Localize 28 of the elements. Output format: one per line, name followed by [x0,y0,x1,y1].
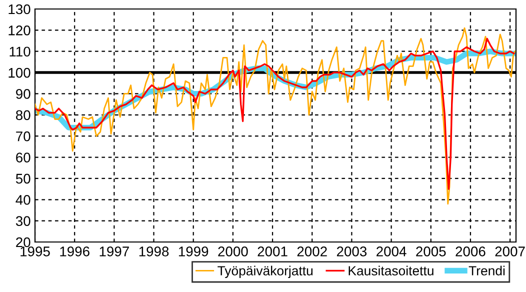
x-tick-label: 1998 [139,246,169,256]
legend-label: Työpäiväkorjattu [218,266,313,278]
y-tick-label: 120 [8,26,30,36]
legend-label: Trendi [468,266,505,276]
x-tick-label: 2004 [376,246,406,256]
x-tick-label: 2006 [456,246,486,256]
y-tick-label: 110 [10,46,30,57]
y-tick-label: 80 [16,110,30,120]
x-tick-label: 2005 [416,246,446,256]
x-tick-label: 1999 [178,246,208,256]
y-tick-label: 20 [16,237,30,248]
y-tick-label: 90 [16,89,30,99]
y-tick-label: 60 [16,152,30,162]
y-tick-label: 130 [8,4,30,14]
legend-label: Kausitasoitettu [348,266,434,276]
x-tick-label: 2002 [297,246,327,256]
x-tick-label: 1997 [100,246,129,256]
x-tick-label: 2007 [495,246,525,256]
x-tick-label: 2003 [336,246,367,256]
y-tick-label: 100 [8,68,30,78]
y-tick-label: 70 [16,131,30,142]
y-tick-label: 50 [16,174,30,184]
x-tick-label: 2001 [258,246,288,256]
y-tick-label: 40 [16,194,30,205]
x-tick-label: 2000 [218,246,248,256]
x-tick-label: 1995 [20,246,50,256]
x-tick-label: 1996 [60,246,90,256]
y-tick-label: 30 [16,216,30,226]
